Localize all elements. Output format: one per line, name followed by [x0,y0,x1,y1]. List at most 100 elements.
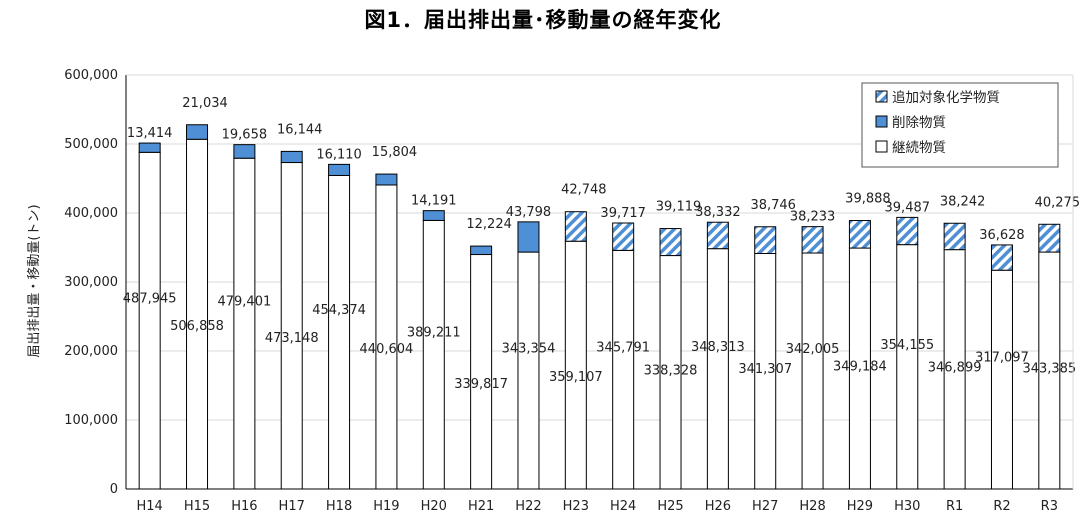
bar-segment [328,174,351,490]
data-labels: 487,945 13,414 506,858 21,034 479,401 19,658 4… [123,96,1080,392]
data-label: 343,385 [1022,362,1076,377]
bar-segment [280,162,303,490]
x-tick-label: H30 [894,499,920,514]
data-label: 354,155 [880,338,934,353]
data-label: 389,211 [407,326,461,341]
data-label: 440,604 [360,342,414,357]
y-tick-label: 300,000 [64,275,118,290]
data-label: 12,224 [466,217,512,232]
bar-segment [470,254,493,490]
data-label: 39,487 [885,200,931,215]
bar-segment [517,251,540,490]
data-label: 338,328 [644,363,698,378]
data-label: 506,858 [170,319,224,334]
bar-segment [754,226,777,254]
x-tick-label: H27 [752,499,778,514]
data-label: 339,817 [454,377,508,392]
data-label: 341,307 [738,362,792,377]
data-label: 38,233 [790,210,836,225]
y-tick-label: 200,000 [64,344,118,359]
bar-segment [706,248,729,490]
x-tick-label: H15 [184,499,210,514]
x-tick-label: H24 [610,499,636,514]
bar-segment [896,244,919,490]
bar-segment [990,269,1013,490]
x-tick-label: H22 [515,499,541,514]
x-tick-label: H25 [657,499,683,514]
legend-box [861,82,1059,168]
y-tick-label: 500,000 [64,137,118,152]
data-label: 39,717 [600,206,646,221]
x-tick-label: H21 [468,499,494,514]
bar-segment [375,173,398,186]
data-label: 348,313 [691,340,745,355]
data-label: 454,374 [312,303,366,318]
bar-segment [943,222,966,251]
x-tick-label: H20 [421,499,447,514]
x-tick-label: H18 [326,499,352,514]
bar-segment [990,244,1013,271]
x-tick-label: R1 [946,499,963,514]
bar-segment [564,240,587,490]
data-label: 359,107 [549,370,603,385]
legend-item-label: 継続物質 [892,140,946,156]
bar-segment [612,222,635,251]
bar-segment [280,150,303,164]
data-label: 317,097 [975,351,1029,366]
bar-segment [422,210,445,221]
bar-segment [801,252,824,490]
chart-title: 図1．届出排出量･移動量の経年変化 [364,8,722,32]
x-tick-label: H17 [279,499,305,514]
x-tick-label: H26 [705,499,731,514]
bar-segment [612,249,635,490]
legend-swatch [875,115,888,128]
data-label: 39,888 [845,192,891,207]
data-label: 16,110 [316,147,362,162]
data-label: 21,034 [182,96,228,111]
bar-segment [186,138,209,490]
bar-segment [1038,223,1061,253]
data-label: 345,791 [596,341,650,356]
data-label: 42,748 [561,183,607,198]
y-tick-label: 400,000 [64,206,118,221]
x-tick-label: H14 [137,499,163,514]
bar-segment [233,144,256,159]
data-label: 39,119 [656,200,702,215]
bar-segment [517,221,540,253]
bar-segment [375,184,398,490]
data-label: 346,899 [928,360,982,375]
x-tick-label: R2 [993,499,1010,514]
y-tick-label: 100,000 [64,413,118,428]
x-tick-label: H16 [231,499,257,514]
legend-swatch [875,90,888,103]
data-label: 38,242 [940,194,986,209]
bar-segment [186,124,209,140]
data-label: 36,628 [979,228,1025,243]
bar-segment [138,142,161,153]
x-tick-label: H29 [847,499,873,514]
data-label: 479,401 [217,295,271,310]
data-label: 19,658 [222,128,268,143]
bar-segment [801,226,824,254]
bars [138,124,1061,490]
data-label: 473,148 [265,331,319,346]
legend-item-label: 追加対象化学物質 [892,90,1000,106]
y-tick-label: 600,000 [64,68,118,83]
bar-segment [138,151,161,490]
data-label: 343,354 [502,342,556,357]
data-label: 43,798 [506,205,552,220]
bar-segment [470,245,493,256]
data-label: 13,414 [127,126,173,141]
y-tick-label: 0 [110,482,118,497]
data-label: 40,275 [1035,195,1081,210]
data-label: 487,945 [123,292,177,307]
legend-swatch [875,140,888,153]
x-tick-label: R3 [1041,499,1058,514]
y-axis-label: 届出排出量・移動量(トン) [27,204,42,357]
legend-item-label: 削除物質 [892,115,946,131]
bar-segment [328,163,351,176]
bar-segment [422,219,445,490]
data-label: 349,184 [833,360,887,375]
x-tick-label: H23 [563,499,589,514]
bar-segment [233,157,256,490]
